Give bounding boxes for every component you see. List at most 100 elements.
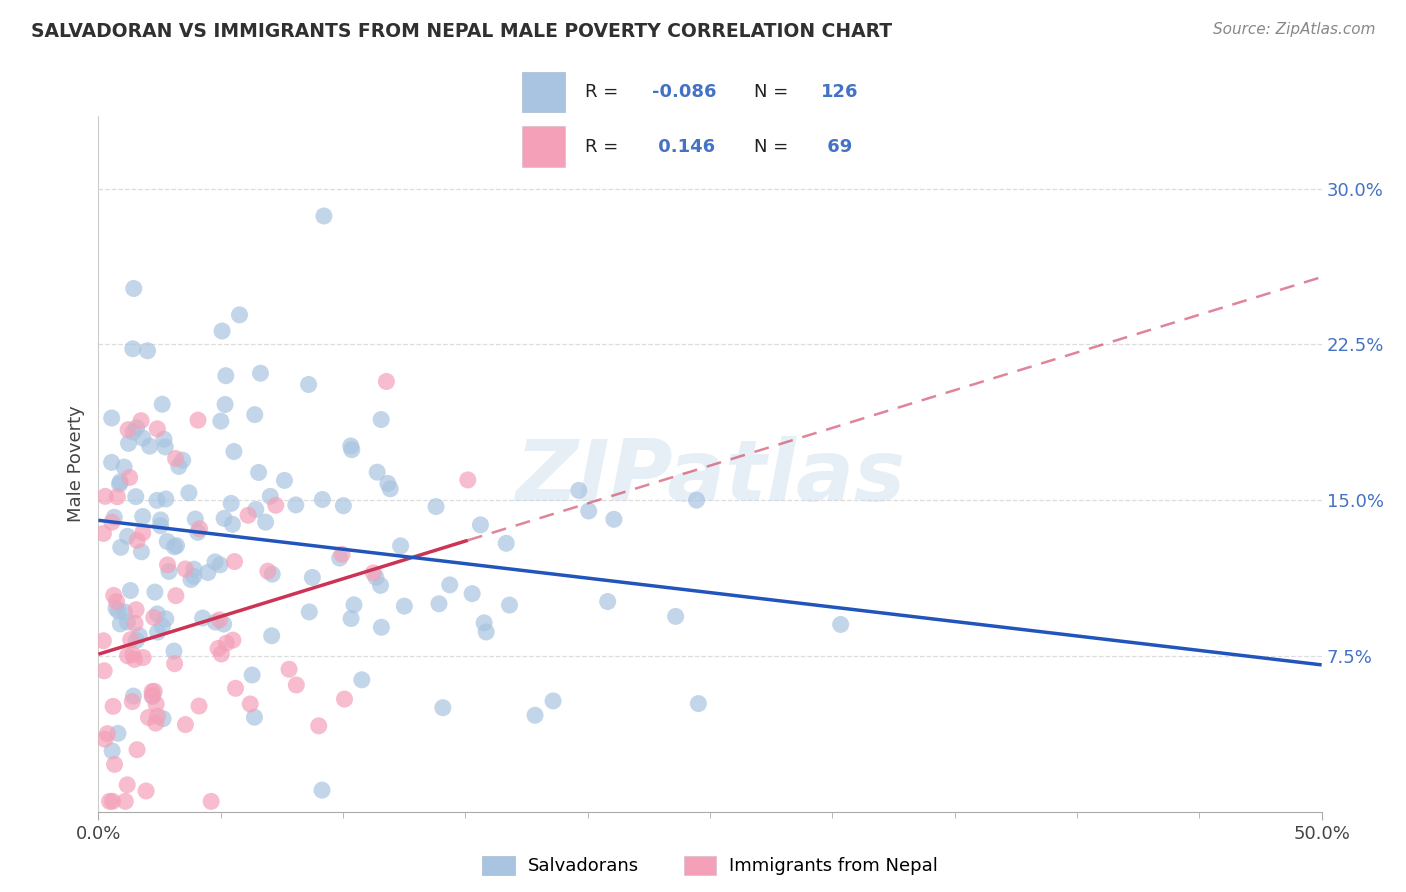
Point [105, 594, 128, 608]
FancyBboxPatch shape [522, 126, 565, 167]
Point [209, 414, 232, 428]
Point [115, 778, 138, 792]
Point [380, 482, 402, 496]
Point [225, 681, 247, 696]
Point [132, 431, 155, 445]
Point [125, 421, 148, 435]
Point [187, 525, 209, 540]
Point [110, 541, 132, 555]
Point [262, 567, 284, 582]
Point [117, 529, 139, 543]
Point [124, 616, 146, 631]
Text: SALVADORAN VS IMMIGRANTS FROM NEPAL MALE POVERTY CORRELATION CHART: SALVADORAN VS IMMIGRANTS FROM NEPAL MALE… [31, 22, 891, 41]
Point [128, 629, 150, 643]
Point [350, 673, 373, 687]
Point [370, 578, 392, 592]
Point [103, 757, 125, 772]
Point [685, 493, 707, 508]
Point [340, 611, 363, 625]
Point [204, 615, 226, 629]
Point [174, 717, 197, 731]
Point [150, 619, 173, 633]
Point [191, 611, 214, 625]
Point [138, 439, 160, 453]
Point [146, 607, 169, 621]
Point [332, 499, 354, 513]
Point [156, 534, 179, 549]
Point [153, 432, 176, 446]
Point [120, 632, 142, 647]
Point [214, 397, 236, 411]
Point [174, 562, 197, 576]
Point [200, 794, 222, 808]
Point [125, 490, 148, 504]
Point [101, 794, 124, 808]
Legend: Salvadorans, Immigrants from Nepal: Salvadorans, Immigrants from Nepal [475, 849, 945, 883]
Point [340, 439, 363, 453]
Point [208, 613, 231, 627]
Point [163, 644, 186, 658]
Point [100, 411, 122, 425]
Point [136, 343, 159, 358]
Point [142, 610, 165, 624]
Point [222, 633, 245, 648]
Point [215, 636, 238, 650]
Point [183, 562, 205, 576]
Text: 0.146: 0.146 [652, 137, 714, 155]
Point [143, 684, 166, 698]
Point [188, 522, 211, 536]
Point [131, 545, 153, 559]
Point [155, 440, 177, 454]
Point [122, 425, 145, 439]
Point [568, 483, 591, 498]
Point [122, 281, 145, 295]
Point [243, 408, 266, 422]
Point [221, 517, 243, 532]
Point [312, 209, 335, 223]
Point [211, 324, 233, 338]
Point [146, 625, 169, 640]
Point [141, 684, 163, 698]
Point [184, 512, 207, 526]
Point [284, 498, 307, 512]
Point [167, 459, 190, 474]
Point [311, 783, 333, 797]
Point [236, 508, 259, 523]
Point [110, 616, 132, 631]
Point [333, 692, 356, 706]
Point [100, 455, 122, 469]
Point [285, 678, 308, 692]
Point [135, 784, 157, 798]
Point [245, 502, 267, 516]
Point [163, 657, 186, 671]
Text: ZIPatlas: ZIPatlas [515, 436, 905, 519]
Point [427, 597, 450, 611]
Point [122, 689, 145, 703]
Point [155, 491, 177, 506]
Point [370, 412, 392, 426]
Point [243, 710, 266, 724]
Point [94, 489, 117, 503]
Point [830, 617, 852, 632]
Point [118, 470, 141, 484]
Point [197, 566, 219, 580]
Point [132, 525, 155, 540]
Point [125, 603, 148, 617]
Point [457, 473, 479, 487]
Point [93, 664, 115, 678]
Point [156, 558, 179, 572]
Point [187, 413, 209, 427]
Point [93, 526, 115, 541]
Point [688, 697, 710, 711]
Point [249, 366, 271, 380]
Point [172, 453, 194, 467]
Point [107, 726, 129, 740]
Point [108, 477, 131, 491]
Point [145, 716, 167, 731]
Point [665, 609, 688, 624]
Point [330, 547, 353, 561]
Point [370, 620, 392, 634]
Text: 126: 126 [821, 83, 859, 101]
Point [278, 662, 301, 676]
Point [215, 368, 238, 383]
